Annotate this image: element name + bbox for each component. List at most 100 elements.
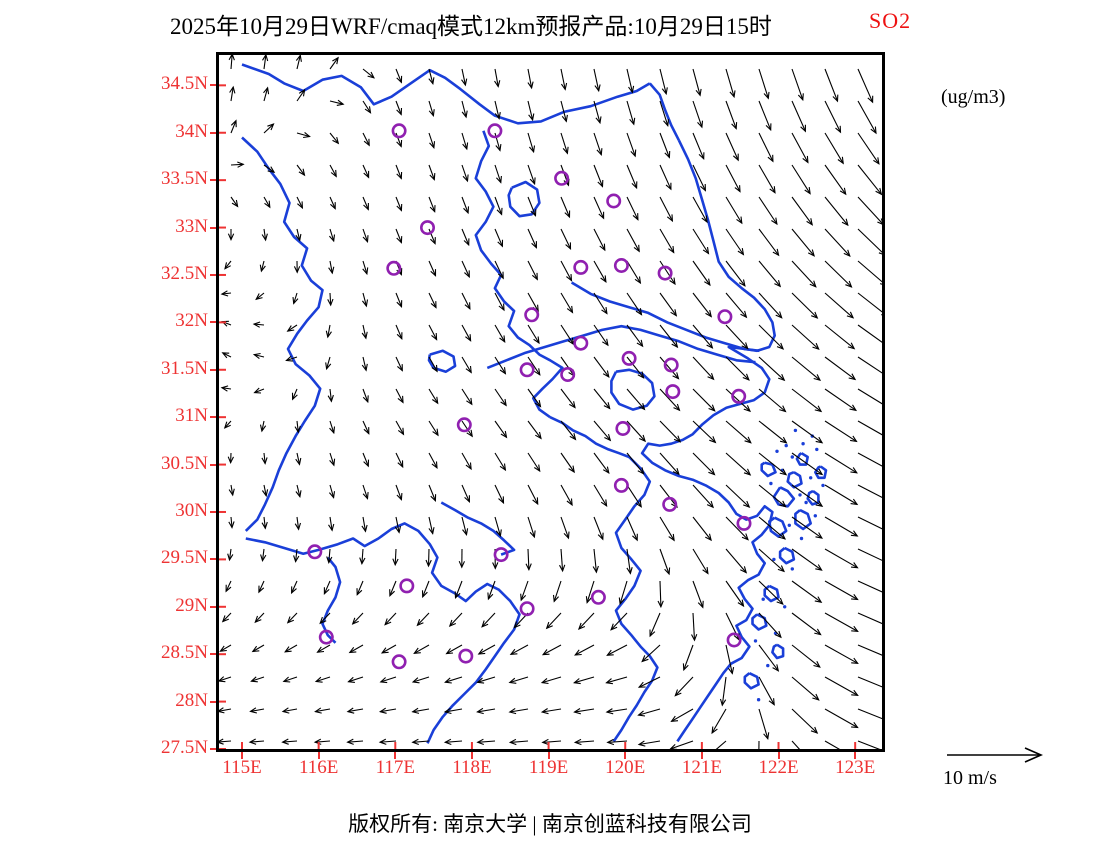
station-marker[interactable] [420, 220, 436, 236]
wind-arrow [428, 420, 439, 437]
station-marker[interactable] [307, 544, 323, 560]
longitude-tick-label: 116E [298, 757, 339, 778]
longitude-tick-mark [854, 749, 857, 759]
wind-arrow [857, 740, 881, 749]
wind-arrow [593, 164, 604, 188]
wind-arrow [221, 612, 232, 623]
wind-arrow [824, 452, 858, 474]
latitude-tick-label: 34N [175, 120, 208, 142]
wind-arrow [329, 452, 336, 467]
station-marker[interactable] [560, 366, 576, 382]
station-marker[interactable] [399, 578, 415, 594]
station-marker[interactable] [554, 170, 570, 186]
province-boundary-layer [241, 63, 760, 744]
station-marker[interactable] [663, 357, 679, 373]
wind-arrow [692, 388, 716, 412]
wind-arrow [791, 452, 824, 476]
wind-arrow [659, 324, 679, 349]
wind-arrow [626, 68, 635, 94]
wind-arrow [428, 100, 435, 118]
latitude-tick-label: 28N [175, 689, 208, 711]
station-marker[interactable] [613, 477, 629, 493]
wind-arrow [527, 260, 538, 281]
wind-arrow [659, 292, 678, 317]
wind-arrow [824, 356, 857, 381]
station-marker[interactable] [662, 496, 678, 512]
wind-arrow [261, 452, 268, 465]
station-marker[interactable] [318, 629, 334, 645]
wind-arrow [791, 740, 800, 749]
wind-arrow [219, 644, 232, 652]
wind-arrow [573, 708, 595, 715]
wind-arrow [428, 452, 438, 469]
wind-arrow [384, 612, 397, 626]
station-marker[interactable] [524, 307, 540, 323]
wind-arrow [395, 388, 404, 404]
station-marker[interactable] [456, 417, 472, 433]
map-plot-area[interactable] [216, 52, 885, 752]
wind-arrow [361, 324, 368, 340]
wind-arrow [346, 738, 364, 745]
wind-arrow [494, 196, 503, 216]
station-marker[interactable] [726, 632, 742, 648]
station-marker[interactable] [731, 388, 747, 404]
right-arrow-icon [947, 747, 1043, 763]
boundary-path [321, 556, 342, 644]
station-marker[interactable] [519, 362, 535, 378]
station-marker[interactable] [493, 547, 509, 563]
boundary-path [648, 82, 681, 141]
station-marker[interactable] [613, 258, 629, 274]
wind-arrow [593, 388, 611, 410]
station-marker[interactable] [391, 654, 407, 670]
wind-arrow [560, 484, 573, 507]
boundary-path [640, 139, 777, 743]
wind-arrow [791, 708, 819, 734]
station-marker[interactable] [657, 265, 673, 281]
station-marker[interactable] [590, 589, 606, 605]
island-dot [756, 698, 761, 702]
station-marker[interactable] [665, 384, 681, 400]
boundary-path [760, 461, 777, 478]
wind-arrow [260, 548, 267, 563]
station-marker[interactable] [621, 350, 637, 366]
wind-arrow [508, 676, 529, 684]
wind-arrow [725, 644, 735, 675]
wind-arrow [593, 68, 601, 93]
wind-arrow [626, 452, 645, 475]
wind-arrow [791, 516, 824, 539]
station-marker[interactable] [615, 420, 631, 436]
wind-arrow [395, 420, 405, 436]
island-dot [804, 500, 808, 505]
station-marker[interactable] [458, 648, 474, 664]
island-dot [815, 447, 819, 452]
wind-arrow [824, 196, 849, 227]
wind-arrow [725, 324, 749, 350]
boundary-path [570, 281, 760, 353]
wind-arrow [494, 228, 504, 248]
station-marker[interactable] [736, 515, 752, 531]
wind-arrow [428, 260, 437, 277]
station-marker[interactable] [606, 193, 622, 209]
station-marker[interactable] [391, 123, 407, 139]
wind-arrow [606, 738, 628, 746]
wind-arrow [254, 612, 265, 624]
wind-arrow [220, 290, 232, 297]
wind-arrow [560, 388, 576, 409]
wind-arrow [362, 100, 372, 114]
station-marker[interactable] [487, 123, 503, 139]
wind-arrow [659, 452, 680, 476]
wind-arrow [296, 164, 306, 177]
station-marker[interactable] [573, 259, 589, 275]
station-marker[interactable] [717, 309, 733, 325]
longitude-tick-mark [317, 749, 320, 759]
wind-arrow [791, 100, 806, 133]
station-marker[interactable] [386, 260, 402, 276]
station-marker[interactable] [573, 335, 589, 351]
wind-arrow [461, 68, 468, 87]
island-dot [790, 567, 794, 571]
wind-arrow [758, 356, 786, 382]
station-marker[interactable] [519, 601, 535, 617]
wind-arrow [626, 548, 633, 575]
wind-arrow [560, 68, 568, 91]
wind-arrow [791, 196, 814, 226]
